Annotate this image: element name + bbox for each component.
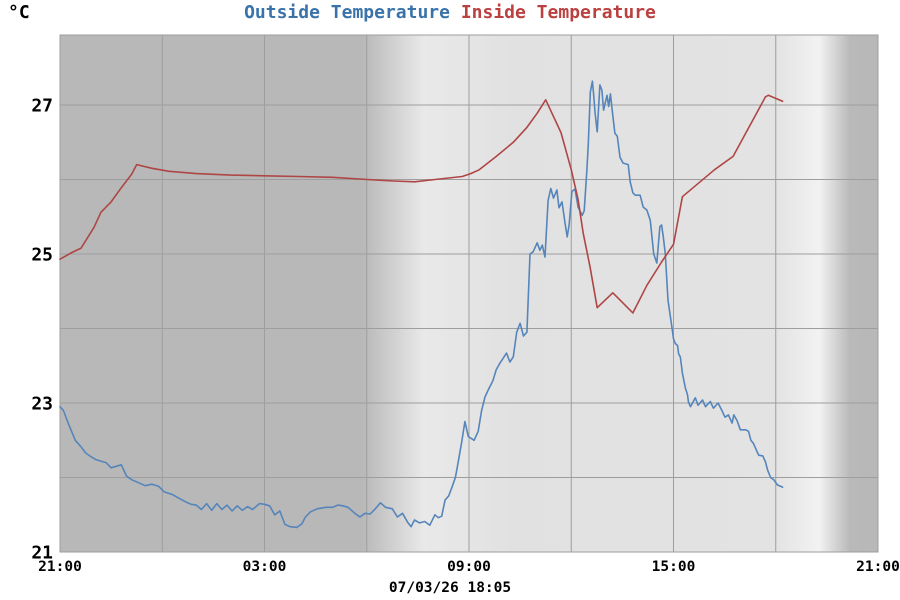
plot-border [59,34,879,553]
x-tick-label: 15:00 [652,559,696,575]
x-tick-label: 21:00 [38,559,82,575]
legend-outside-temperature: Outside Temperature [244,2,450,23]
chart-title: Outside Temperature Inside Temperature [0,2,900,23]
legend-inside-temperature: Inside Temperature [460,2,656,23]
x-tick-label: 09:00 [447,559,491,575]
y-tick-label: 21 [31,543,53,564]
x-tick-label: 03:00 [243,559,287,575]
timestamp-label: 07/03/26 18:05 [388,580,512,596]
y-tick-label: 23 [31,394,53,415]
y-tick-label: 25 [31,245,53,266]
y-tick-label: 27 [31,96,53,117]
outside-temperature-line [59,80,784,529]
x-tick-label: 21:00 [856,559,900,575]
y-axis-unit-label: °C [8,2,30,23]
inside-temperature-line [59,94,784,314]
